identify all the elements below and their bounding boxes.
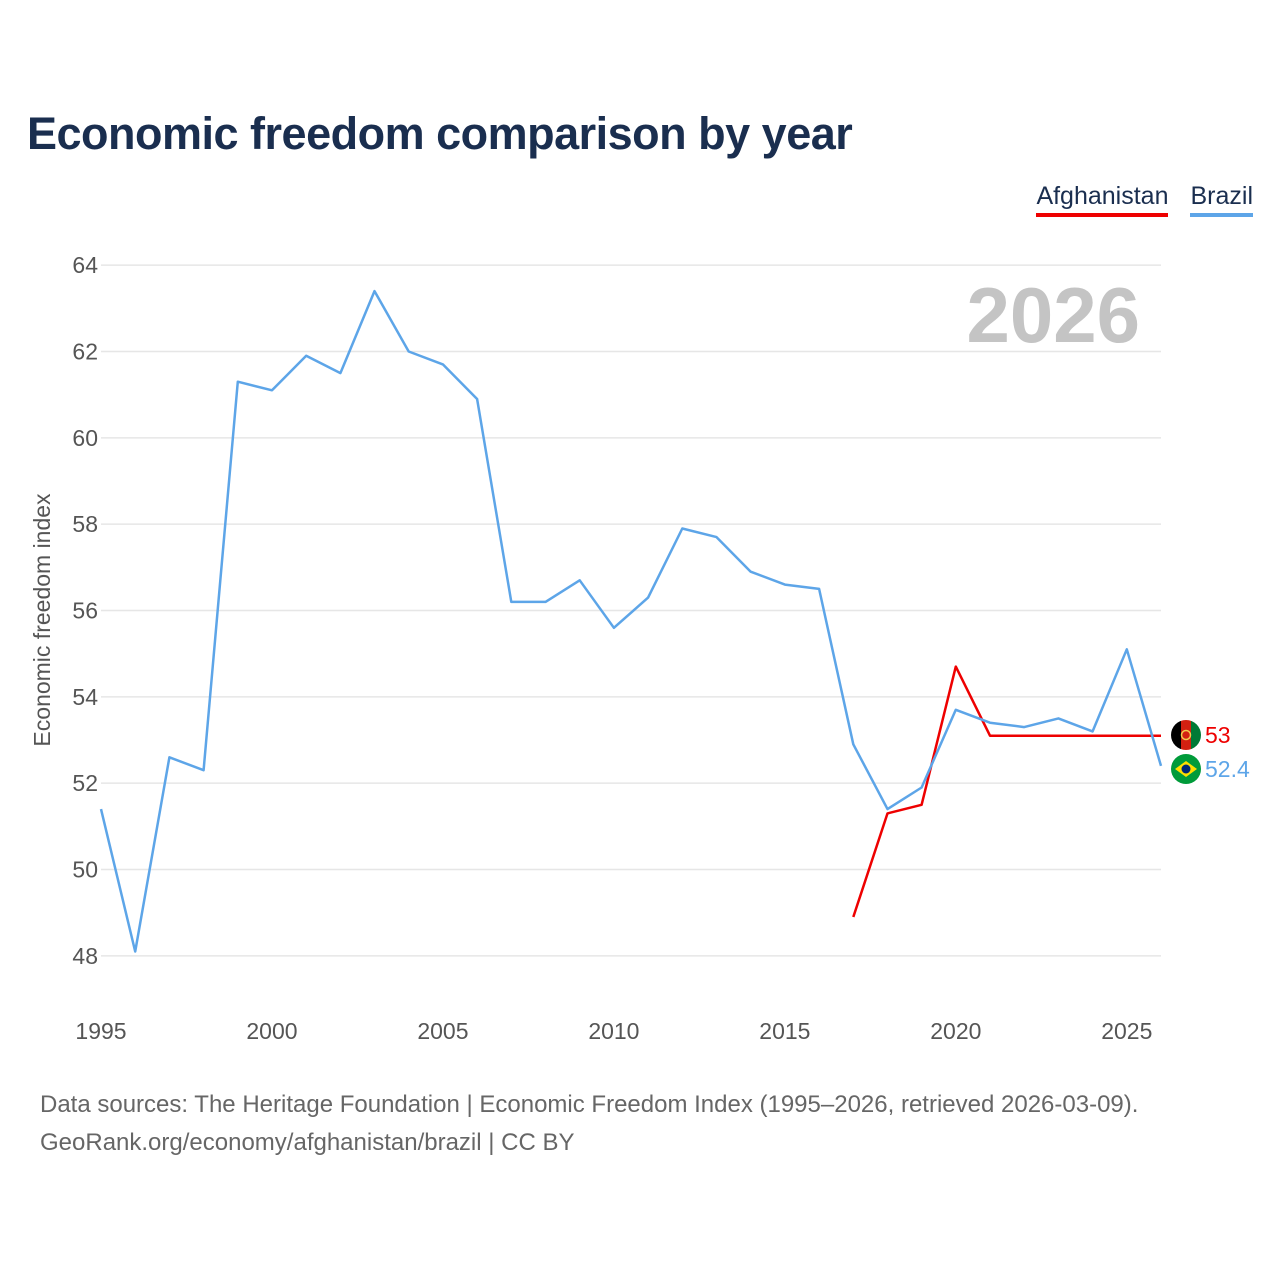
- line-chart: 48 50 52 54 56 58 60 62 64 1995 2000 2005 2010 2015 2…: [29, 252, 1250, 1044]
- series-line-brazil: [99, 289, 1163, 953]
- afghanistan-flag-green: [1191, 720, 1201, 750]
- chart-title: Economic freedom comparison by year: [27, 108, 853, 159]
- end-markers: 53 52.4: [1171, 720, 1250, 784]
- y-tick-52: 52: [72, 770, 98, 796]
- afghanistan-flag-black: [1171, 720, 1181, 750]
- x-tick-2010: 2010: [588, 1018, 639, 1044]
- y-tick-62: 62: [72, 339, 98, 365]
- y-tick-56: 56: [72, 598, 98, 624]
- brazil-flag-globe: [1181, 764, 1191, 774]
- x-tick-2005: 2005: [417, 1018, 468, 1044]
- end-label-brazil: 52.4: [1205, 756, 1250, 782]
- y-tick-54: 54: [72, 684, 98, 710]
- grid-lines: [101, 264, 1161, 957]
- source-note: Data sources: The Heritage Foundation | …: [40, 1086, 1138, 1162]
- x-tick-2020: 2020: [930, 1018, 981, 1044]
- y-tick-60: 60: [72, 425, 98, 451]
- x-tick-2015: 2015: [759, 1018, 810, 1044]
- afghanistan-flag-emblem: [1180, 729, 1192, 741]
- end-label-afghanistan: 53: [1205, 722, 1231, 748]
- source-line-2[interactable]: GeoRank.org/economy/afghanistan/brazil |…: [40, 1129, 575, 1156]
- legend-item-afghanistan[interactable]: Afghanistan: [1036, 182, 1169, 217]
- x-tick-2000: 2000: [246, 1018, 297, 1044]
- series-layer: [99, 289, 1163, 953]
- y-axis-label: Economic freedom index: [29, 493, 55, 747]
- x-tick-1995: 1995: [75, 1018, 126, 1044]
- legend-item-brazil[interactable]: Brazil: [1190, 182, 1253, 217]
- x-axis-ticks: 1995 2000 2005 2010 2015 2020 2025: [75, 1018, 1152, 1044]
- brazil-flag: [1171, 754, 1201, 784]
- series-line-afghanistan: [852, 665, 1161, 918]
- y-tick-48: 48: [72, 943, 98, 969]
- y-tick-50: 50: [72, 857, 98, 883]
- y-tick-64: 64: [72, 252, 98, 278]
- year-label: 2026: [966, 271, 1140, 359]
- afghanistan-flag-red: [1181, 720, 1191, 750]
- afghanistan-flag: [1171, 720, 1201, 750]
- x-tick-2025: 2025: [1101, 1018, 1152, 1044]
- y-tick-58: 58: [72, 511, 98, 537]
- source-line-1: Data sources: The Heritage Foundation | …: [40, 1091, 1139, 1118]
- legend: Afghanistan Brazil: [1036, 182, 1253, 217]
- y-axis-ticks: 48 50 52 54 56 58 60 62 64: [72, 252, 98, 969]
